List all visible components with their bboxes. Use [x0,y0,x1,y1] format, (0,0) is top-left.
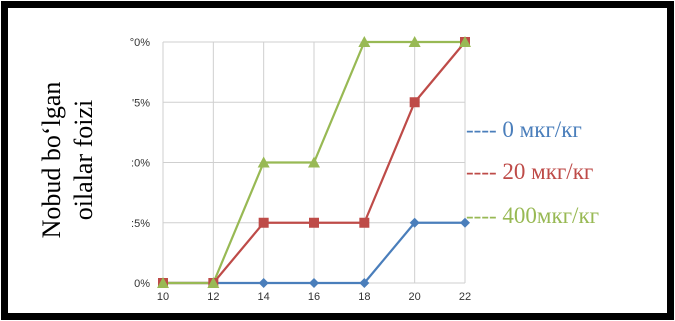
data-point [309,217,319,228]
data-point [358,36,371,47]
x-tick-label: 16 [308,291,320,303]
x-tick-label: 22 [459,291,471,303]
x-tick-label: 14 [258,291,270,303]
data-point [408,36,421,47]
data-point [309,278,319,288]
data-point [409,97,420,108]
data-point [459,36,471,47]
data-point [460,217,470,228]
x-tick-label: 12 [207,291,219,303]
data-point [157,277,169,288]
data-point [359,217,370,228]
series-markers [157,36,471,288]
data-point [359,278,370,288]
x-tick-labels: 10 12 14 16 18 20 22 [157,291,471,303]
legend-entry: ---- 0 мкг/кг [466,117,582,142]
y-tick-label: :5% [131,218,150,230]
x-tick-label: 20 [409,291,421,303]
data-point [409,217,420,228]
data-point [207,277,220,288]
y-tick-label: '5% [132,97,150,109]
y-tick-label: °0% [130,37,151,49]
data-point [258,217,269,228]
x-tick-label: 10 [157,291,169,303]
y-tick-label: :0% [131,158,150,170]
legend-entry: ---- 20 мкг/кг [466,159,594,184]
legend-entry: ---- 400мкг/кг [466,203,600,228]
y-axis-label-line-2: oilalar foizi [69,100,98,221]
data-point [257,156,270,168]
y-tick-labels: 0% :5% :0% '5% °0% [130,37,151,290]
y-axis-label-line-1: Nobud bo‘lgan [37,82,66,239]
x-tick-label: 18 [358,291,370,303]
y-tick-label: 0% [134,278,150,290]
data-point [258,278,269,288]
data-point [308,156,320,168]
